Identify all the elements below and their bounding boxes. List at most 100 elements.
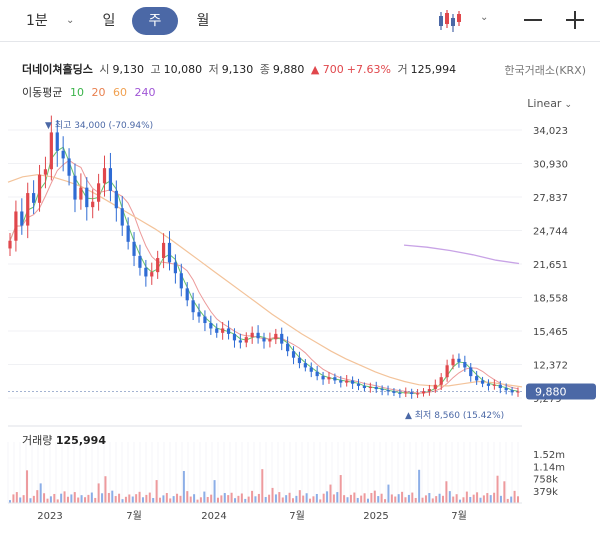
volume-bar <box>145 494 148 503</box>
volume-bar <box>469 496 472 503</box>
volume-bar <box>128 494 131 503</box>
candle-body <box>250 332 254 338</box>
volume-bar <box>435 496 438 503</box>
volume-bar <box>465 491 468 503</box>
y-tick-label: 30,930 <box>533 160 568 171</box>
candlestick-type-icon[interactable] <box>436 8 466 34</box>
volume-bar <box>220 495 223 503</box>
toolbar: 1분 ⌄ 일 주 월 ⌄ <box>0 0 600 42</box>
volume-bar <box>172 496 175 503</box>
volume-bar <box>49 496 52 503</box>
volume-bar <box>53 493 56 503</box>
candle-body <box>410 392 414 394</box>
volume-bar <box>227 495 230 503</box>
volume-bar <box>309 498 312 503</box>
zoom-out-icon[interactable] <box>524 19 542 21</box>
volume-bar <box>363 493 366 503</box>
candle-body <box>150 272 154 277</box>
volume-bar <box>206 496 209 503</box>
candle-body <box>268 339 272 342</box>
volume-bar <box>114 496 117 503</box>
volume-bar <box>441 495 444 503</box>
candle-body <box>203 316 207 324</box>
volume-bar <box>213 480 216 503</box>
volume-bar <box>196 499 199 503</box>
y-tick-label: 12,372 <box>533 361 568 372</box>
candle-body <box>108 168 113 191</box>
timeframe-minute-label: 1분 <box>26 13 48 29</box>
volume-bar <box>401 491 404 503</box>
volume-bar <box>394 496 397 503</box>
volume-bar <box>15 492 18 503</box>
timeframe-day-tab[interactable]: 일 <box>102 13 116 29</box>
volume-bar <box>189 496 192 503</box>
ma-10-label: 10 <box>69 86 84 99</box>
volume-bar <box>87 494 90 503</box>
volume-bar <box>107 492 110 503</box>
volume-bar <box>298 490 301 503</box>
volume-bar <box>39 483 42 503</box>
chevron-down-icon[interactable]: ⌄ <box>480 12 489 23</box>
volume-bar <box>257 493 260 503</box>
candle-body <box>315 371 319 377</box>
volume-bar <box>322 493 325 503</box>
chevron-down-icon: ⌄ <box>66 15 75 26</box>
volume-bar <box>291 498 294 503</box>
candle-body <box>451 358 455 366</box>
volume-bar <box>496 475 499 503</box>
candle-body <box>132 241 136 256</box>
volume-bar <box>455 494 458 503</box>
candle-body <box>498 384 502 389</box>
candle-body <box>49 132 53 170</box>
volume-bar <box>428 493 431 503</box>
high-value: 10,080 <box>163 63 203 76</box>
candle-body <box>492 384 496 386</box>
volume-bar <box>489 495 492 503</box>
volume-bar <box>370 492 373 503</box>
volume-bar <box>319 499 322 503</box>
volume-bar <box>73 492 76 503</box>
volume-bar <box>366 498 369 503</box>
scale-dropdown[interactable]: Linear ⌄ <box>527 97 572 110</box>
volume-bar <box>193 494 196 503</box>
volume-title: 거래량 125,994 <box>22 432 106 448</box>
candle-body <box>114 190 118 209</box>
zoom-in-icon[interactable] <box>566 10 586 30</box>
candle-body <box>221 328 225 333</box>
volume-bar <box>503 481 506 503</box>
volume-bar <box>343 495 346 503</box>
candle-body <box>262 338 266 342</box>
y-tick-label: 15,465 <box>533 327 568 338</box>
y-tick-label: 18,558 <box>533 294 568 305</box>
moving-average-legend[interactable]: 이동평균 10 20 60 240 <box>22 84 159 100</box>
timeframe-minute-dropdown[interactable]: 1분 ⌄ <box>26 7 78 35</box>
open-label: 시 <box>99 63 110 76</box>
candle-body <box>156 258 160 273</box>
volume-bar <box>506 498 509 503</box>
candle-body <box>280 333 284 344</box>
volume-bar <box>210 494 213 503</box>
volume-bar <box>486 493 489 503</box>
volume-bar <box>234 498 237 503</box>
candle-body <box>386 390 390 392</box>
volume-bar <box>312 496 315 503</box>
close-label: 종 <box>259 63 270 76</box>
ma-20-label: 20 <box>91 86 106 99</box>
volume-bar <box>84 497 87 503</box>
volume-bar <box>254 496 257 503</box>
change-value: ▲ 700 <box>310 63 344 76</box>
ma-10-line <box>9 146 519 394</box>
y-tick-label: 24,744 <box>533 227 568 238</box>
volume-bar <box>46 498 49 503</box>
candle-body <box>256 332 260 339</box>
volume-bar <box>43 493 46 503</box>
volume-bar <box>176 493 179 503</box>
volume-bar <box>360 495 363 503</box>
volume-bar <box>390 494 393 503</box>
timeframe-week-tab[interactable]: 주 <box>132 7 178 35</box>
volume-bar <box>216 497 219 503</box>
volume-bar <box>414 497 417 503</box>
timeframe-month-tab[interactable]: 월 <box>196 13 210 29</box>
volume-tick-label: 1.14m <box>533 462 565 473</box>
